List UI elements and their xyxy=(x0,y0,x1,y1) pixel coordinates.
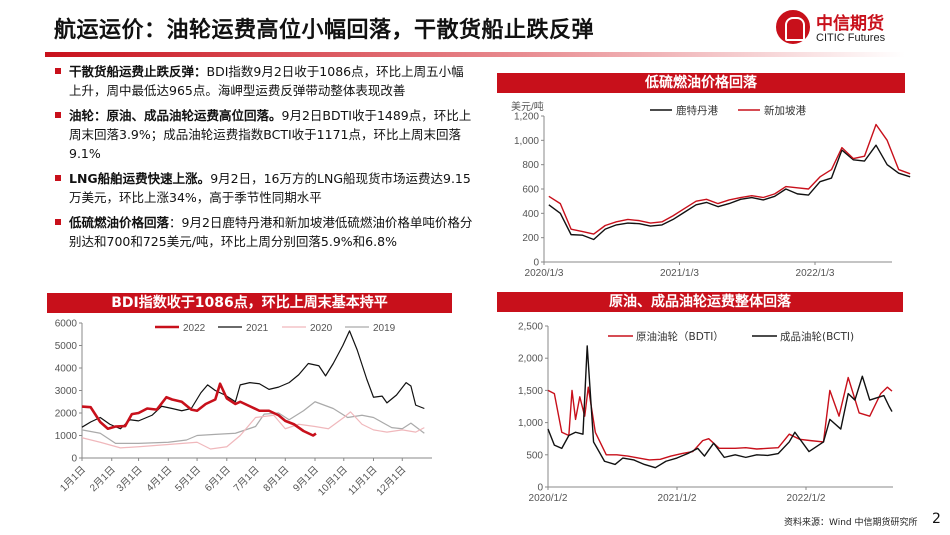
y-tick-label: 1000 xyxy=(55,431,78,442)
y-tick-label: 1,000 xyxy=(518,418,543,429)
x-tick-label: 8月1日 xyxy=(261,464,291,494)
x-tick-label: 2月1日 xyxy=(87,464,117,494)
y-tick-label: 5000 xyxy=(55,341,78,352)
y-axis-unit: 美元/吨 xyxy=(511,100,544,113)
y-tick-label: 0 xyxy=(71,454,77,465)
x-tick-label: 2021/1/2 xyxy=(658,493,697,504)
title-divider xyxy=(45,52,905,57)
bullet-text: ：9月2日鹿特丹港和新加坡港低硫燃油价格单吨价格分别达和700和725美元/吨，… xyxy=(69,215,473,249)
bullet-item: 油轮：原油、成品油轮运费高位回落。9月2日BDTI收于1489点，环比上周末回落… xyxy=(55,106,475,163)
series-line-新加坡港 xyxy=(548,123,911,235)
legend-label: 2020 xyxy=(310,323,333,334)
y-tick-label: 600 xyxy=(522,185,539,196)
x-tick-label: 10月1日 xyxy=(315,464,349,498)
bullet-head: 低硫燃油价格回落 xyxy=(69,215,170,230)
y-tick-label: 200 xyxy=(522,233,539,244)
x-tick-label: 2022/1/3 xyxy=(796,268,835,279)
x-tick-label: 2022/1/2 xyxy=(787,493,826,504)
bullet-head: LNG船舶运费快速上涨。 xyxy=(69,171,211,186)
tanker-chart-title: 原油、成品油轮运费整体回落 xyxy=(497,292,903,312)
y-tick-label: 0 xyxy=(537,483,543,494)
legend-label: 2021 xyxy=(246,323,269,334)
bullet-text: BDI指数9月2日收于1086点，环比上周五小幅上升，周中最低达965点。海岬型… xyxy=(69,64,464,98)
y-tick-label: 1,200 xyxy=(514,112,539,123)
x-tick-label: 3月1日 xyxy=(114,464,144,494)
bullet-head: 油轮：原油、成品油轮运费高位回落。 xyxy=(69,108,282,123)
bullet-text: 9月2日BDTI收于1489点，环比上周末回落3.9%；成品油轮运费指数BCTI… xyxy=(69,108,472,161)
logo-cn: 中信期货 xyxy=(816,14,884,34)
bdi-chart-title: BDI指数收于1086点，环比上周末基本持平 xyxy=(47,293,452,313)
legend-label: 2022 xyxy=(183,323,206,334)
legend-label: 新加坡港 xyxy=(764,104,806,117)
x-tick-label: 5月1日 xyxy=(173,464,203,494)
x-tick-label: 1月1日 xyxy=(58,464,88,494)
y-tick-label: 0 xyxy=(533,258,539,269)
x-tick-label: 7月1日 xyxy=(231,464,261,494)
y-tick-label: 2000 xyxy=(55,409,78,420)
series-line-2021 xyxy=(81,330,425,430)
x-tick-label: 6月1日 xyxy=(202,464,232,494)
y-tick-label: 3000 xyxy=(55,386,78,397)
page-number: 2 xyxy=(932,511,941,527)
legend-label: 鹿特丹港 xyxy=(676,104,718,117)
y-tick-label: 4000 xyxy=(55,364,78,375)
y-tick-label: 2,000 xyxy=(518,354,543,365)
x-tick-label: 2020/1/3 xyxy=(525,268,564,279)
series-line-2022 xyxy=(81,382,317,437)
y-tick-label: 2,500 xyxy=(518,322,543,333)
legend-label: 成品油轮(BCTI) xyxy=(780,330,854,343)
logo-en: CITIC Futures xyxy=(816,32,886,44)
x-tick-label: 11月1日 xyxy=(346,464,380,498)
y-tick-label: 1,500 xyxy=(518,386,543,397)
x-tick-label: 4月1日 xyxy=(144,464,174,494)
bullet-list: 干散货船运费止跌反弹：BDI指数9月2日收于1086点，环比上周五小幅上升，周中… xyxy=(55,62,475,257)
citic-logo-icon xyxy=(776,10,810,44)
bullet-head: 干散货船运费止跌反弹： xyxy=(69,64,207,79)
x-tick-label: 12月1日 xyxy=(374,464,408,498)
x-tick-label: 2020/1/2 xyxy=(529,493,568,504)
legend-label: 2019 xyxy=(373,323,396,334)
lsfo-chart-title: 低硫燃油价格回落 xyxy=(497,73,905,93)
series-line xyxy=(547,345,893,469)
series-line-2020 xyxy=(81,411,425,450)
series-line xyxy=(547,376,893,461)
bullet-item: LNG船舶运费快速上涨。9月2日，16万方的LNG船现货市场运费达9.15万美元… xyxy=(55,169,475,207)
series-line-鹿特丹港 xyxy=(548,144,911,241)
bullet-item: 低硫燃油价格回落：9月2日鹿特丹港和新加坡港低硫燃油价格单吨价格分别达和700和… xyxy=(55,213,475,251)
bullet-text: 9月2日，16万方的LNG船现货市场运费达9.15万美元，环比上涨34%，高于季… xyxy=(69,171,471,205)
page-title: 航运运价：油轮运费高位小幅回落，干散货船止跌反弹 xyxy=(54,18,595,43)
source-note: 资料来源：Wind 中信期货研究所 xyxy=(784,518,918,528)
legend-label: 原油油轮（BDTI） xyxy=(636,330,724,343)
y-tick-label: 400 xyxy=(522,209,539,220)
x-tick-label: 2021/1/3 xyxy=(660,268,699,279)
bullet-item: 干散货船运费止跌反弹：BDI指数9月2日收于1086点，环比上周五小幅上升，周中… xyxy=(55,62,475,100)
y-tick-label: 6000 xyxy=(55,319,78,330)
citic-futures-logo: 中信期货 CITIC Futures xyxy=(776,8,906,48)
y-tick-label: 800 xyxy=(522,160,539,171)
y-tick-label: 1,000 xyxy=(514,136,539,147)
y-tick-label: 500 xyxy=(526,450,543,461)
series-line-2019 xyxy=(81,401,425,444)
